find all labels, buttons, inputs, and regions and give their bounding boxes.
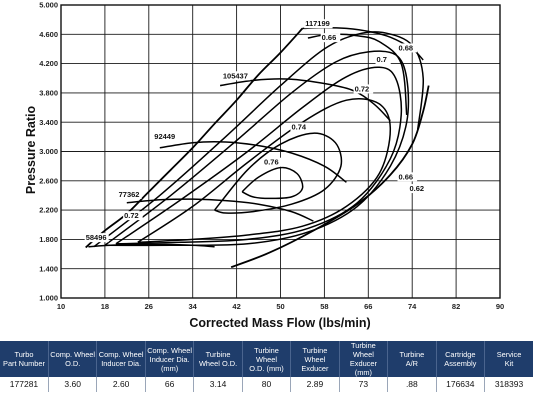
- y-tick-label: 2.600: [39, 176, 58, 185]
- cell-turbine-exducer-mm: 73: [339, 377, 389, 392]
- header-service-kit: Service Kit: [484, 341, 533, 377]
- efficiency-label: 0.68: [398, 43, 413, 52]
- speed-label: 58496: [86, 233, 107, 242]
- efficiency-label: 0.72: [355, 84, 370, 93]
- x-tick-label: 26: [145, 302, 153, 311]
- header-turbine-exducer-mm: Turbine Wheel Exducer (mm): [339, 341, 389, 377]
- efficiency-contour: [214, 132, 343, 214]
- efficiency-label-bg: [290, 122, 311, 132]
- y-tick-label: 2.200: [39, 206, 58, 215]
- header-cartridge-assembly: Cartridge Assembly: [436, 341, 486, 377]
- table-header-row: Turbo Part Number Comp. Wheel O.D. Comp. W…: [0, 341, 533, 377]
- y-tick-label: 3.800: [39, 89, 58, 98]
- y-tick-label: 4.600: [39, 30, 58, 39]
- y-tick-label: 4.200: [39, 59, 58, 68]
- table-spacer-cell: [0, 392, 533, 414]
- header-turbine-wheel-od: Turbine Wheel O.D.: [193, 341, 243, 377]
- cell-comp-wheel-od: 3.60: [48, 377, 98, 392]
- speed-label-bg: [304, 19, 333, 29]
- x-tick-label: 10: [57, 302, 65, 311]
- speed-label-bg: [84, 233, 109, 243]
- efficiency-label-bg: [353, 84, 374, 94]
- choke-line: [230, 85, 430, 269]
- cell-turbine-exducer: 2.89: [290, 377, 340, 392]
- speed-label-bg: [221, 71, 251, 81]
- x-tick-label: 42: [232, 302, 240, 311]
- speed-label-bg: [117, 189, 142, 199]
- x-tick-label: 50: [276, 302, 284, 311]
- x-tick-label: 18: [101, 302, 109, 311]
- efficiency-contour: [104, 50, 410, 247]
- cell-comp-inducer-mm: 66: [145, 377, 195, 392]
- cell-service-kit: 318393: [494, 379, 524, 389]
- cell-comp-inducer: 2.60: [96, 377, 146, 392]
- speed-label: 92449: [154, 132, 175, 141]
- efficiency-label: 0.62: [409, 184, 424, 193]
- map-lines: [85, 26, 430, 269]
- efficiency-contour: [137, 98, 392, 244]
- header-comp-wheel-od: Comp. Wheel O.D.: [48, 341, 98, 377]
- efficiency-label: 0.66: [398, 172, 413, 181]
- y-tick-label: 1.800: [39, 235, 58, 244]
- header-comp-inducer: Comp. Wheel Inducer Dia.: [96, 341, 146, 377]
- efficiency-label-bg: [397, 43, 418, 53]
- efficiency-label-bg: [408, 184, 429, 194]
- table-spacer-row: [0, 392, 533, 414]
- header-turbine-ar: Turbine A/R: [387, 341, 437, 377]
- cell-turbine-ar: .88: [387, 377, 437, 392]
- x-tick-label: 82: [452, 302, 460, 311]
- speed-label: 77362: [119, 190, 140, 199]
- efficiency-contour: [307, 33, 408, 115]
- efficiency-label: 0.72: [124, 211, 139, 220]
- efficiency-contour: [115, 66, 403, 245]
- speed-label: 117199: [305, 19, 330, 28]
- y-axis-title: Pressure Ratio: [24, 106, 38, 195]
- y-tick-label: 1.000: [39, 294, 58, 303]
- header-comp-inducer-mm: Comp. Wheel Inducer Dia. (mm): [145, 341, 195, 377]
- x-axis-title: Corrected Mass Flow (lbs/min): [189, 316, 370, 330]
- efficiency-contour: [93, 31, 425, 248]
- efficiency-label-bg: [320, 33, 341, 43]
- x-tick-label: 90: [496, 302, 504, 311]
- header-turbine-wheel-od-mm: Turbine Wheel O.D. (mm): [242, 341, 292, 377]
- turbo-spec-table: Turbo Part Number Comp. Wheel O.D. Comp. W…: [0, 341, 533, 414]
- speed-line: [88, 243, 215, 248]
- y-tick-label: 3.400: [39, 118, 58, 127]
- speed-line: [159, 140, 347, 183]
- compressor-map: 10 18 26 34 42 50 58 66 74 82 90 1.000 1.400 1.800 2.2…: [24, 1, 504, 330]
- header-part-number: Turbo Part Number: [0, 341, 49, 377]
- speed-label: 105437: [223, 71, 248, 80]
- y-tick-label: 5.000: [39, 1, 58, 10]
- x-tick-label: 74: [408, 302, 417, 311]
- x-tick-label: 58: [320, 302, 328, 311]
- x-tick-label: 34: [189, 302, 198, 311]
- grid: 10 18 26 34 42 50 58 66 74 82 90 1.000 1.400 1.800 2.2…: [39, 1, 504, 311]
- efficiency-label: 0.76: [264, 158, 279, 167]
- map-labels: 58496 77362 92449 105437 117199 0.76 0.74 0.72 0…: [84, 19, 429, 243]
- efficiency-label-bg: [375, 55, 391, 65]
- header-turbine-exducer: Turbine Wheel Exducer: [290, 341, 340, 377]
- cell-cartridge-assembly: 176634: [436, 377, 486, 392]
- y-tick-label: 3.000: [39, 147, 58, 156]
- speed-line: [126, 198, 314, 222]
- efficiency-contour: [241, 166, 304, 200]
- surge-line: [85, 27, 304, 249]
- cell-part-number: 177281: [0, 377, 49, 392]
- cell-turbine-wheel-od: 3.14: [193, 377, 243, 392]
- x-tick-label: 66: [364, 302, 372, 311]
- cell-turbine-wheel-od-mm: 80: [242, 377, 292, 392]
- efficiency-label-bg: [123, 211, 143, 221]
- plot-frame: [60, 4, 501, 299]
- efficiency-label-bg: [263, 157, 283, 167]
- efficiency-label: 0.66: [322, 33, 337, 42]
- efficiency-label: 0.74: [291, 123, 306, 132]
- efficiency-label-bg: [397, 172, 418, 182]
- speed-label-bg: [153, 132, 178, 142]
- table-row: 177281 3.60 2.60 66 3.14 80 2.89 73 .88 …: [0, 377, 533, 392]
- y-tick-label: 1.400: [39, 264, 58, 273]
- efficiency-label: 0.7: [377, 55, 387, 64]
